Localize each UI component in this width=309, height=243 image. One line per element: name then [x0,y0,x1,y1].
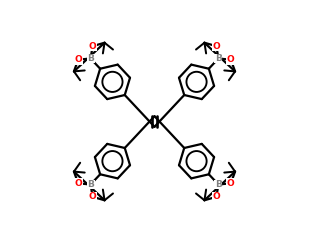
Text: O: O [213,42,220,51]
Text: O: O [74,179,82,188]
Text: O: O [89,192,96,201]
Text: O: O [227,179,235,188]
Text: B: B [87,54,94,63]
Text: B: B [215,180,222,189]
Text: B: B [215,54,222,63]
Text: O: O [213,192,220,201]
Text: B: B [87,180,94,189]
Text: O: O [227,55,235,64]
Text: O: O [74,55,82,64]
Text: O: O [89,42,96,51]
